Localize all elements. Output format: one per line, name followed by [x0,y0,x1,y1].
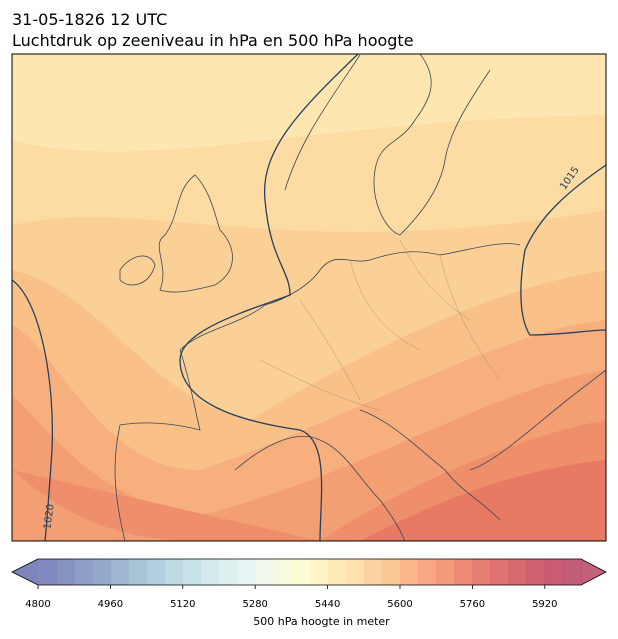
colorbar-segment [381,559,401,585]
colorbar-segment [472,559,491,585]
colorbar-segment [128,559,148,585]
title: 31-05-1826 12 UTC [12,10,167,29]
colorbar-segment [56,559,75,585]
colorbar-segment [562,559,582,585]
colorbar-segment [400,559,419,585]
colorbar-segment [182,559,202,585]
colorbar-segment [544,559,564,585]
colorbar-tick-label: 5280 [242,599,267,610]
colorbar-segment [418,559,437,585]
colorbar-segment [309,559,329,585]
coastline [158,174,233,293]
colorbar-segment [454,559,473,585]
isobar [12,279,54,541]
colorbar-segment [363,559,383,585]
colorbar-segment [508,559,528,585]
coastline [234,369,606,541]
map: 1015 1020 [11,53,607,542]
colorbar-segment [110,559,129,585]
colorbar-outline [11,558,607,586]
colorbar-segment [146,559,166,585]
isobar [179,54,359,541]
coastline [119,255,156,286]
colorbar-tick-label: 5440 [315,599,340,610]
colorbar-tick-label: 5120 [170,599,195,610]
coastline [284,54,491,236]
map-frame [11,53,607,542]
colorbar-segment [436,559,455,585]
height-band [360,460,606,541]
colorbar-under [12,559,38,585]
country-border [259,239,501,411]
isobar [520,164,606,336]
colorbar-tick-label: 4800 [25,599,50,610]
colorbar-segment [237,559,256,585]
colorbar-segment [273,559,292,585]
colorbar-tick-label: 4960 [98,599,123,610]
colorbar-segment [526,559,546,585]
colorbar-over [581,559,606,585]
colorbar-segment [92,559,111,585]
colorbar-segment [327,559,347,585]
colorbar-segment [200,559,220,585]
colorbar: 4800 4960 5120 5280 5440 5600 5760 5920 500 hPa … [11,558,607,628]
colorbar-label: 500 hPa hoogte in meter [253,615,390,628]
isobar-label: 1020 [42,503,56,530]
colorbar-segment [345,559,365,585]
colorbar-tick-label: 5920 [532,599,557,610]
subtitle: Luchtdruk op zeeniveau in hPa en 500 hPa… [12,31,414,50]
colorbar-segment [38,559,57,585]
colorbar-tick-label: 5760 [460,599,485,610]
colorbar-segment [164,559,184,585]
colorbar-segment [74,559,93,585]
colorbar-segment [255,559,274,585]
colorbar-segment [219,559,238,585]
colorbar-segment [291,559,310,585]
colorbar-segment [490,559,510,585]
colorbar-tick-label: 5600 [387,599,412,610]
